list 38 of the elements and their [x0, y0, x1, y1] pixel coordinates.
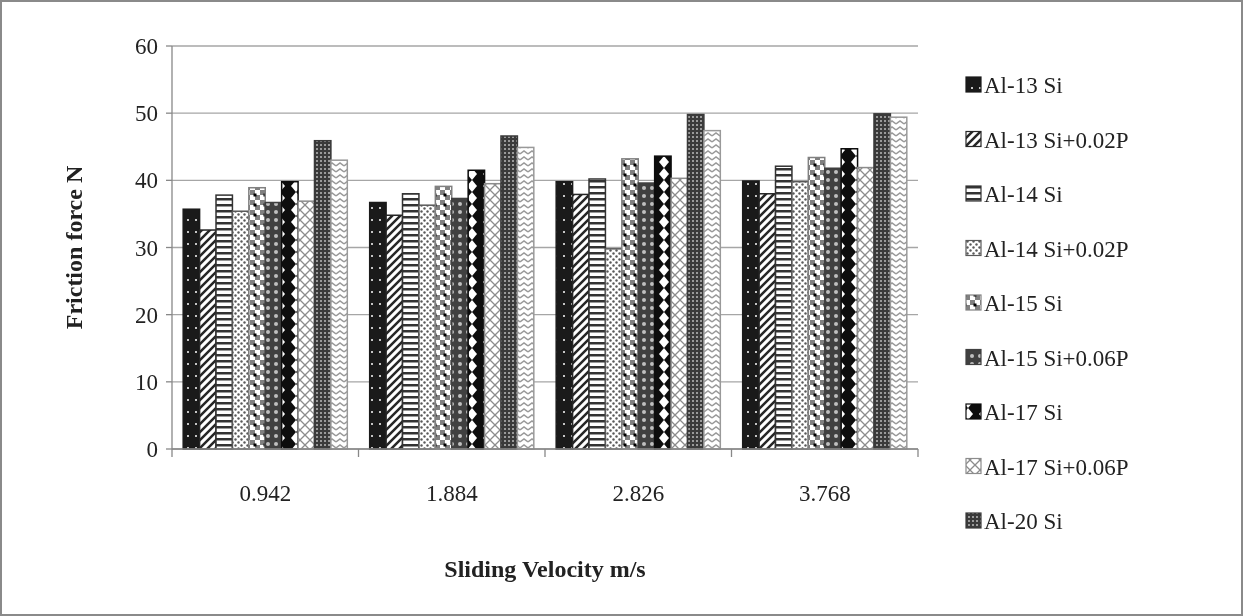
y-tick-label: 10: [135, 369, 158, 395]
x-axis-title: Sliding Velocity m/s: [444, 556, 646, 582]
y-axis-title: Friction force N: [61, 165, 87, 330]
bar: [280, 180, 299, 450]
bar: [653, 155, 672, 450]
y-tick-label: 40: [135, 168, 158, 194]
x-tick-label: 2.826: [612, 481, 665, 506]
bar: [330, 159, 349, 450]
y-tick-label: 50: [135, 101, 158, 127]
legend-label: Al-15 Si+0.06P: [984, 345, 1129, 371]
bar: [313, 139, 332, 450]
legend-label: Al-14 Si+0.02P: [984, 236, 1129, 262]
y-tick-label: 20: [135, 302, 158, 328]
bar: [588, 178, 607, 450]
bar: [418, 204, 437, 450]
bar: [500, 135, 519, 450]
y-tick-label: 0: [146, 437, 158, 463]
x-tick-label: 1.884: [425, 481, 479, 506]
bar: [516, 146, 535, 450]
x-tick-label: 0.942: [239, 481, 292, 506]
legend-label: Al-15 Si: [984, 291, 1063, 317]
legend-label: Al-20 Si: [984, 509, 1063, 535]
bar: [774, 165, 793, 450]
x-tick-label: 3.768: [798, 481, 851, 506]
legend-label: Al-17 Si: [984, 400, 1063, 426]
bar: [215, 194, 234, 450]
bar: [889, 116, 908, 450]
legend-label: Al-17 Si+0.06P: [984, 454, 1129, 480]
legend-label: Al-13 Si: [984, 73, 1063, 99]
y-tick-label: 60: [135, 34, 158, 60]
bar: [703, 129, 722, 450]
bar: [791, 180, 810, 450]
legend-label: Al-13 Si+0.02P: [984, 127, 1129, 153]
bar: [467, 169, 486, 450]
bar: [840, 148, 859, 450]
bar: [873, 113, 892, 450]
legend-label: Al-14 Si: [984, 182, 1063, 208]
y-tick-label: 30: [135, 235, 158, 261]
